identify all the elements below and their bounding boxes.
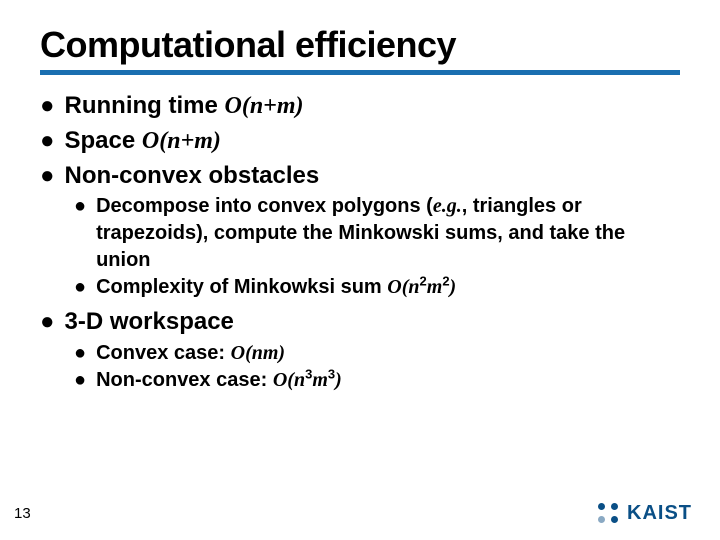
- math-args: (nm): [245, 342, 285, 364]
- subbullet-nonconvex-case: ● Non-convex case: O(n3m3): [74, 367, 680, 394]
- var-m: m: [312, 369, 328, 391]
- bullet-text: Non-convex obstacles: [65, 159, 320, 194]
- bullet-dot-icon: ●: [74, 274, 86, 301]
- paren: (: [287, 369, 294, 391]
- text: Decompose into convex polygons (: [96, 195, 433, 217]
- big-o: O: [231, 342, 245, 364]
- page-number: 13: [14, 505, 31, 522]
- bullet-text: Non-convex case: O(n3m3): [96, 367, 342, 394]
- exponent: 2: [420, 274, 427, 289]
- bullet-3d-workspace: ● 3-D workspace: [40, 305, 680, 340]
- subbullet-complexity: ● Complexity of Minkowksi sum O(n2m2): [74, 274, 680, 301]
- var-n: n: [294, 369, 305, 391]
- math-args: (n+m): [159, 128, 221, 154]
- slide: Computational efficiency ● Running time …: [0, 0, 720, 540]
- bullet-nonconvex: ● Non-convex obstacles: [40, 159, 680, 194]
- kaist-logo: KAIST: [595, 500, 692, 526]
- bullet-text: Convex case: O(nm): [96, 340, 285, 367]
- logo-text: KAIST: [627, 502, 692, 525]
- bullet-text: Decompose into convex polygons (e.g., tr…: [96, 193, 680, 274]
- bullet-dot-icon: ●: [40, 305, 55, 340]
- text: Non-convex case:: [96, 369, 273, 391]
- math-args: (n+m): [242, 93, 304, 119]
- text: Complexity of Minkowksi sum: [96, 276, 387, 298]
- text: Convex case:: [96, 342, 231, 364]
- eg-italic: e.g.: [433, 195, 462, 217]
- big-o: O: [387, 276, 401, 298]
- text: Running time: [65, 92, 225, 119]
- bullet-text: 3-D workspace: [65, 305, 234, 340]
- paren: ): [450, 276, 457, 298]
- logo-dots-icon: [595, 500, 621, 526]
- bullet-running-time: ● Running time O(n+m): [40, 89, 680, 124]
- bullet-text: Complexity of Minkowksi sum O(n2m2): [96, 274, 456, 301]
- logo-dot: [611, 503, 618, 510]
- bullet-dot-icon: ●: [74, 367, 86, 394]
- var-m: m: [427, 276, 443, 298]
- bullet-text: Running time O(n+m): [65, 89, 304, 124]
- subbullet-decompose: ● Decompose into convex polygons (e.g., …: [74, 193, 680, 274]
- big-o: O: [142, 128, 159, 154]
- bullet-space: ● Space O(n+m): [40, 124, 680, 159]
- bullet-dot-icon: ●: [40, 159, 55, 194]
- paren: ): [335, 369, 342, 391]
- bullet-dot-icon: ●: [74, 193, 86, 274]
- bullet-dot-icon: ●: [40, 124, 55, 159]
- slide-title: Computational efficiency: [40, 24, 680, 66]
- var-n: n: [408, 276, 419, 298]
- bullet-text: Space O(n+m): [65, 124, 221, 159]
- logo-dot: [598, 516, 605, 523]
- bullet-list: ● Running time O(n+m) ● Space O(n+m) ● N…: [40, 89, 680, 394]
- bullet-dot-icon: ●: [40, 89, 55, 124]
- big-o: O: [273, 369, 287, 391]
- logo-dot: [598, 503, 605, 510]
- bullet-dot-icon: ●: [74, 340, 86, 367]
- title-underline: [40, 70, 680, 75]
- big-o: O: [224, 93, 241, 119]
- exponent: 2: [442, 274, 449, 289]
- subbullet-convex-case: ● Convex case: O(nm): [74, 340, 680, 367]
- text: Space: [65, 127, 142, 154]
- logo-dot: [611, 516, 618, 523]
